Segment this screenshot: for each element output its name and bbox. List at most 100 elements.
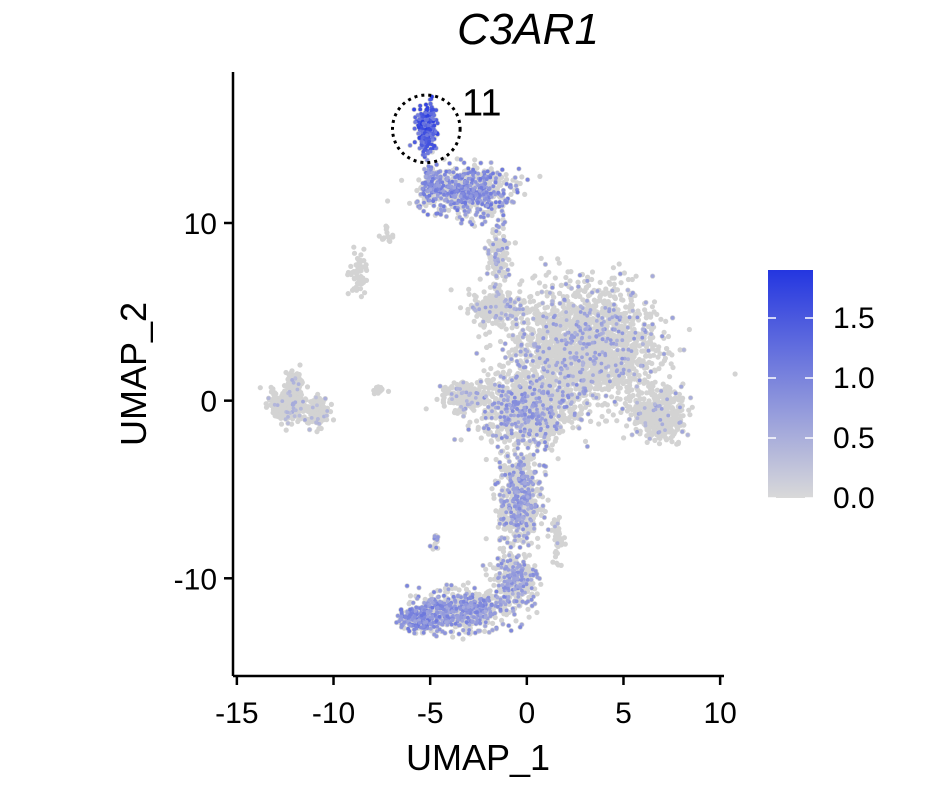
cell-point bbox=[650, 343, 656, 349]
cell-point bbox=[500, 225, 506, 231]
cell-point bbox=[669, 405, 675, 411]
cell-point bbox=[471, 318, 477, 324]
cell-point bbox=[617, 292, 624, 298]
cell-point bbox=[573, 313, 579, 319]
cell-point bbox=[385, 198, 391, 204]
cell-point bbox=[663, 437, 670, 443]
cell-point bbox=[618, 280, 624, 286]
cell-point bbox=[649, 360, 655, 367]
cell-point bbox=[538, 255, 544, 261]
cell-point bbox=[566, 418, 572, 424]
cell-point bbox=[551, 294, 557, 300]
cell-point bbox=[526, 398, 533, 405]
cell-point bbox=[625, 276, 632, 283]
cell-point bbox=[599, 413, 605, 420]
cell-point bbox=[503, 176, 510, 183]
cell-point bbox=[642, 377, 648, 383]
cell-point bbox=[647, 421, 653, 427]
cell-point bbox=[577, 293, 583, 299]
cell-point bbox=[561, 416, 568, 423]
cell-point bbox=[488, 365, 494, 372]
cell-point bbox=[490, 227, 496, 233]
cell-point bbox=[519, 174, 525, 180]
cell-point bbox=[623, 304, 629, 310]
cell-point bbox=[570, 425, 576, 431]
cell-point bbox=[663, 318, 669, 324]
cell-point bbox=[483, 331, 489, 337]
cell-point bbox=[564, 313, 570, 319]
cell-point bbox=[645, 400, 651, 406]
cell-point bbox=[497, 338, 504, 345]
cell-point bbox=[595, 402, 601, 408]
cell-point bbox=[583, 284, 590, 290]
cell-point bbox=[495, 309, 501, 315]
cell-point bbox=[465, 306, 471, 312]
cell-point bbox=[588, 418, 594, 424]
cell-point bbox=[621, 435, 627, 441]
cell-point bbox=[501, 261, 507, 267]
cell-point bbox=[624, 423, 630, 429]
cell-point bbox=[475, 424, 481, 430]
cell-point bbox=[628, 394, 634, 400]
cell-point bbox=[732, 371, 738, 377]
cell-point bbox=[599, 387, 605, 393]
cell-point bbox=[630, 342, 636, 348]
cell-point bbox=[534, 359, 540, 365]
cell-point bbox=[483, 456, 489, 463]
cell-point bbox=[667, 374, 673, 380]
cell-point bbox=[504, 444, 510, 451]
cell-point bbox=[578, 411, 584, 417]
cell-point bbox=[680, 413, 686, 419]
cell-point bbox=[656, 441, 663, 447]
cell-point bbox=[496, 242, 502, 248]
cell-point bbox=[458, 437, 464, 443]
cell-point bbox=[607, 281, 613, 287]
cell-point bbox=[481, 368, 487, 374]
cell-point bbox=[508, 191, 514, 197]
cell-point bbox=[652, 395, 658, 401]
cell-point bbox=[612, 294, 618, 300]
cell-point bbox=[414, 187, 420, 194]
cell-point bbox=[407, 200, 413, 206]
cell-point bbox=[481, 289, 487, 295]
cell-point bbox=[521, 298, 527, 304]
cell-point bbox=[509, 261, 515, 267]
cell-point bbox=[604, 356, 610, 362]
cell-point bbox=[522, 191, 528, 197]
cell-point bbox=[664, 346, 670, 352]
cell-point bbox=[517, 289, 523, 295]
cell-point bbox=[542, 283, 548, 289]
cell-point bbox=[466, 286, 472, 292]
cell-point bbox=[510, 382, 516, 388]
cell-point bbox=[448, 287, 454, 293]
cell-point bbox=[642, 370, 648, 376]
cell-point bbox=[474, 418, 480, 424]
cell-point bbox=[498, 182, 504, 188]
cell-point bbox=[616, 261, 622, 267]
cell-point bbox=[558, 282, 564, 288]
cell-point bbox=[542, 339, 548, 345]
cell-point bbox=[534, 308, 540, 314]
cell-point bbox=[608, 348, 614, 354]
cell-point bbox=[582, 404, 589, 410]
cell-point bbox=[614, 287, 621, 293]
cell-point bbox=[497, 322, 503, 328]
cell-point bbox=[675, 439, 682, 445]
cell-point bbox=[416, 177, 422, 183]
cell-point bbox=[515, 334, 521, 340]
cell-point bbox=[687, 412, 693, 418]
cell-point bbox=[484, 344, 490, 350]
cell-point bbox=[597, 294, 603, 300]
cell-point bbox=[676, 391, 683, 397]
cell-point bbox=[617, 396, 623, 402]
cell-point bbox=[486, 431, 492, 437]
cell-point bbox=[503, 326, 509, 332]
cell-point bbox=[526, 334, 532, 340]
cell-point bbox=[665, 333, 672, 340]
cell-point bbox=[480, 309, 486, 315]
cell-point bbox=[675, 426, 681, 432]
cell-point bbox=[596, 421, 602, 427]
cell-point bbox=[627, 382, 633, 389]
cell-point bbox=[476, 334, 482, 340]
cell-point bbox=[560, 428, 566, 434]
